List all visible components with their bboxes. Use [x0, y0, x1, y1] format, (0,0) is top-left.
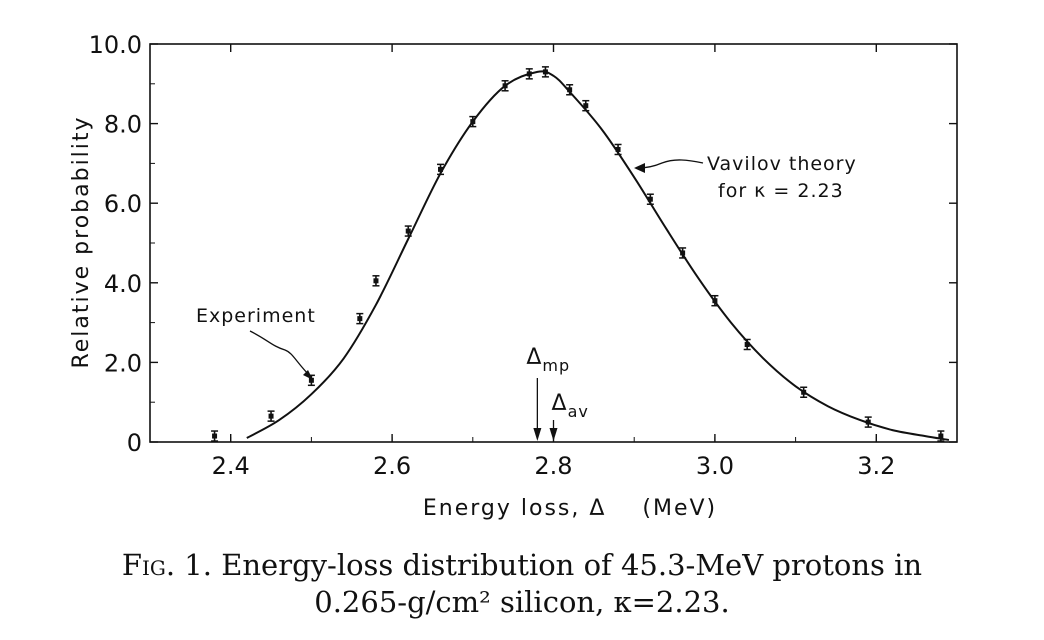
experiment-point [267, 410, 275, 422]
y-tick-label: 0 [127, 429, 142, 457]
delta-mp-marker: Δmp [526, 345, 570, 441]
y-tick-label: 8.0 [104, 111, 142, 139]
x-axis-label: Energy loss, Δ (MeV) [423, 496, 717, 521]
axis-ticks: 2.4 2.6 2.8 3.0 3.2 0 2.0 4.0 6.0 8.0 10.0 [89, 31, 958, 480]
experiment-annotation: Experiment [196, 305, 316, 327]
experiment-arrowhead [303, 370, 313, 380]
delta-mp-subscript: mp [542, 356, 570, 375]
delta-mp-arrowhead [533, 428, 542, 441]
experiment-point [679, 247, 687, 259]
experiment-point [743, 338, 751, 351]
theory-arrow [637, 159, 704, 169]
experiment-point [541, 66, 549, 78]
figure-caption-line1: Fig. 1. Energy-loss distribution of 45.3… [0, 548, 1044, 582]
experiment-point [372, 275, 380, 287]
y-tick-label: 6.0 [104, 190, 142, 218]
x-tick-label: 2.6 [373, 452, 411, 480]
plot-frame [149, 43, 958, 443]
x-tick-label: 2.8 [534, 452, 572, 480]
figure-caption-line2: 0.265-g/cm² silicon, κ=2.23. [0, 585, 1044, 619]
experiment-point [864, 416, 872, 428]
experiment-point [646, 193, 654, 205]
theory-annotation-line1: Vavilov theory [707, 153, 857, 175]
experiment-point [437, 163, 445, 176]
experiment-point [469, 115, 477, 128]
experiment-arrow [249, 330, 312, 378]
theory-annotation-line2: for κ = 2.23 [718, 180, 844, 202]
x-tick-label: 2.4 [212, 452, 250, 480]
experiment-point [711, 294, 719, 307]
delta-mp-symbol: Δ [526, 345, 542, 370]
experiment-point [211, 430, 219, 442]
delta-av-subscript: av [568, 402, 589, 421]
vavilov-theory-curve [246, 70, 950, 441]
y-tick-label: 4.0 [104, 270, 142, 298]
experiment-point [404, 225, 412, 237]
caption-text-line2: 0.265-g/cm² silicon, κ=2.23. [314, 585, 730, 619]
delta-mp-label: Δmp [526, 345, 570, 375]
y-tick-label: 10.0 [89, 31, 142, 59]
delta-av-symbol: Δ [552, 391, 568, 416]
experiment-point [614, 143, 622, 156]
theory-arrowhead [634, 163, 645, 173]
x-tick-label: 3.2 [857, 452, 895, 480]
experiment-points-group [211, 66, 945, 442]
y-axis-label: Relative probability [69, 115, 94, 368]
experiment-point [800, 386, 808, 398]
delta-av-marker: Δav [549, 391, 589, 441]
experiment-point [356, 312, 364, 325]
caption-text-line1: 1. Energy-loss distribution of 45.3-MeV … [175, 548, 923, 582]
experiment-point [582, 99, 590, 112]
experiment-point [566, 84, 574, 96]
theory-curve-group [246, 70, 950, 441]
y-tick-label: 2.0 [104, 349, 142, 377]
x-tick-label: 3.0 [696, 452, 734, 480]
experiment-point [501, 80, 509, 92]
experiment-point [525, 68, 533, 80]
delta-av-label: Δav [552, 391, 589, 421]
experiment-point [937, 430, 945, 442]
figure-label: Fig. [121, 548, 176, 582]
delta-av-arrowhead [549, 428, 558, 441]
